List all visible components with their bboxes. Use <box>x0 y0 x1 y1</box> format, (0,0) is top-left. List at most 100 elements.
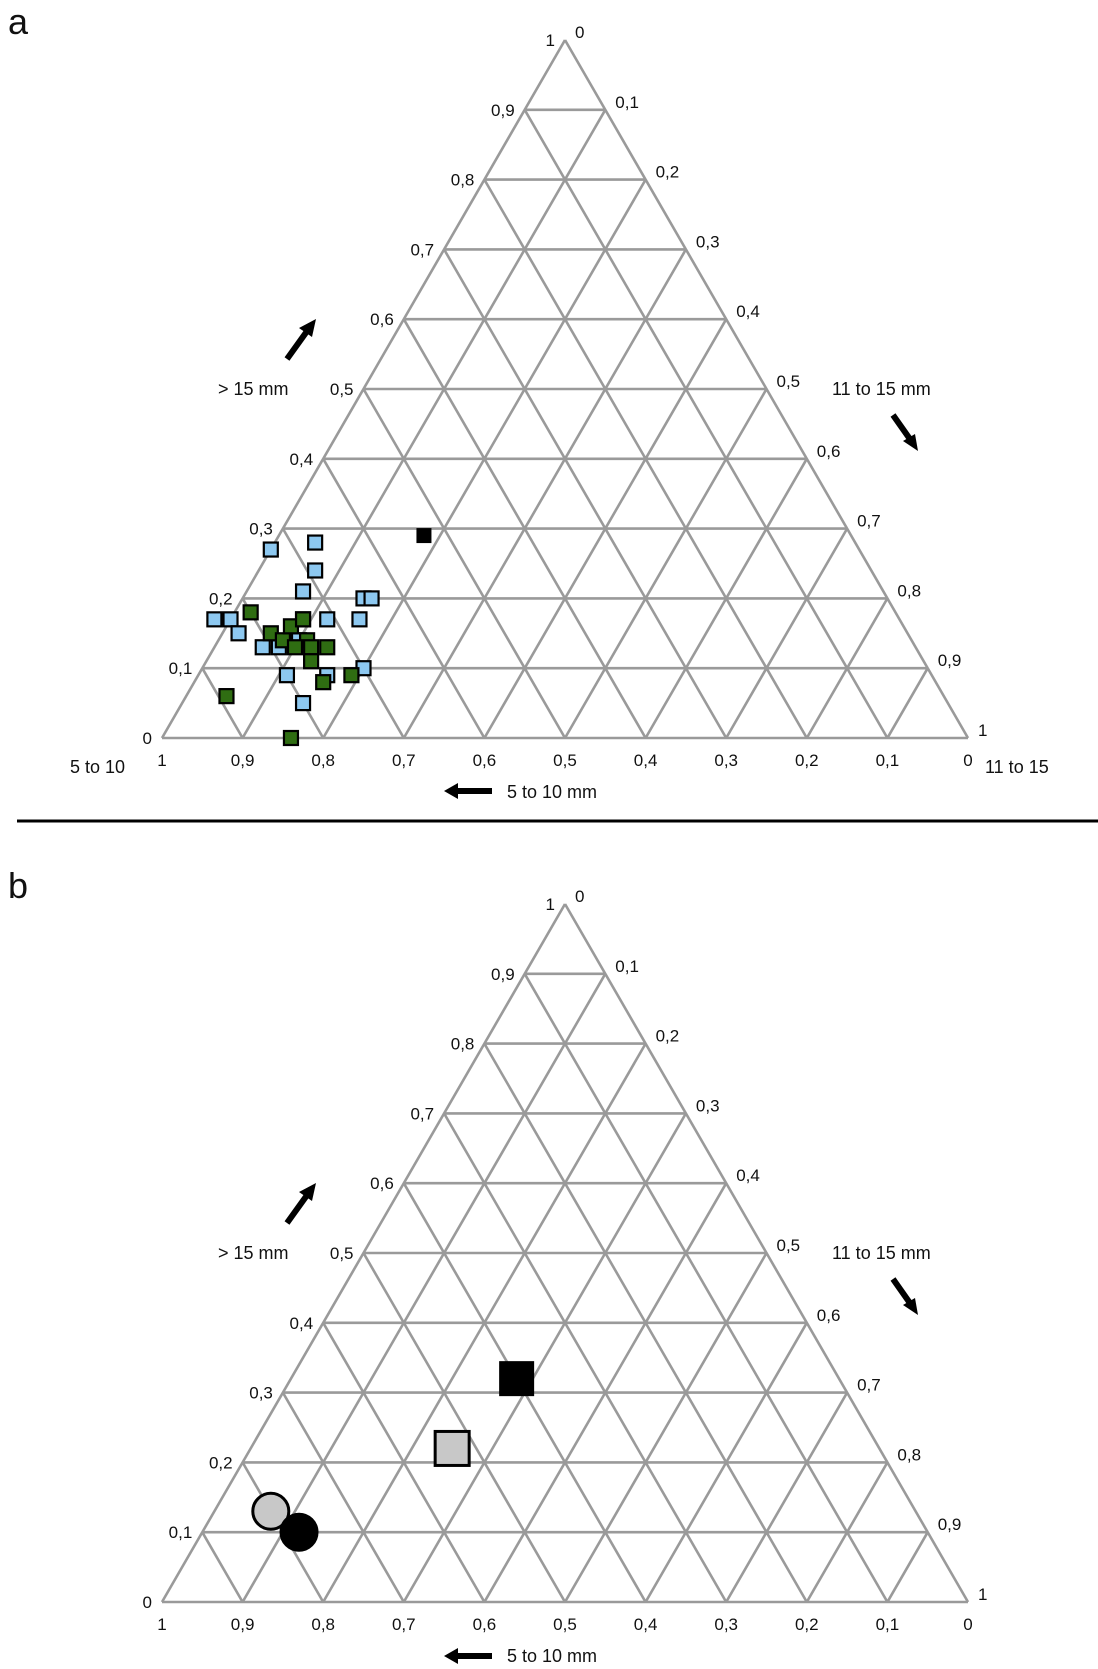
tick-labels: 1 0,9 0,8 0,7 0,6 0,5 0,4 0,3 0,2 0,1 0 0 0,1 0,2 0,3 0… <box>143 887 988 1634</box>
data-point <box>303 653 320 670</box>
right-tick-label: 0,9 <box>938 651 962 670</box>
data-point <box>254 639 271 656</box>
data-point <box>278 667 296 684</box>
data-point <box>499 1361 535 1397</box>
gridline <box>563 388 768 739</box>
bottom-tick-label: 0,5 <box>553 751 577 770</box>
gridline <box>886 667 929 739</box>
right-tick-label: 0,7 <box>857 512 881 531</box>
left-tick-label: 0 <box>143 729 152 748</box>
right-tick-label: 0,1 <box>615 93 639 112</box>
gridline <box>805 597 889 739</box>
gridline <box>523 109 889 739</box>
panel-a-bottom-left-corner-label: 5 to 10 <box>70 757 125 777</box>
panel-b-bottom-axis-label: 5 to 10 mm <box>507 1646 597 1666</box>
data-point <box>251 1491 291 1531</box>
left-tick-label: 0,5 <box>330 380 354 399</box>
tick-labels: 1 0,9 0,8 0,7 0,6 0,5 0,4 0,3 0,2 0,1 0 0 0,1 0,2 0,3 0… <box>143 23 988 770</box>
gridline <box>725 1391 849 1603</box>
data-point <box>294 694 312 712</box>
data-point <box>294 583 312 600</box>
right-tick-label: 0,5 <box>777 1236 801 1255</box>
bottom-tick-label: 0 <box>963 751 972 770</box>
data-point <box>351 611 368 628</box>
right-tick-label: 0,1 <box>615 957 639 976</box>
left-tick-label: 0,4 <box>290 450 314 469</box>
right-tick-label: 0,3 <box>696 1096 720 1115</box>
bottom-tick-label: 0,7 <box>392 751 416 770</box>
gridline <box>402 248 688 739</box>
data-point <box>279 1512 319 1552</box>
data-point <box>433 1429 471 1467</box>
data-point <box>242 604 259 621</box>
bottom-tick-label: 0,8 <box>311 1615 335 1634</box>
data-point <box>262 541 279 558</box>
right-tick-label: 0,5 <box>777 372 801 391</box>
bottom-tick-label: 0,4 <box>634 1615 658 1634</box>
right-tick-label: 0,8 <box>897 1445 921 1464</box>
data-point <box>294 611 312 628</box>
gridline <box>322 1322 486 1603</box>
panel-a-bottom-right-corner-label: 11 to 15 <box>985 757 1049 777</box>
data-point <box>206 611 223 628</box>
left-tick-label: 0,6 <box>370 310 394 329</box>
gridline <box>281 1391 405 1603</box>
panel-a-right-arrow-icon <box>890 413 918 451</box>
bottom-tick-label: 0,9 <box>231 1615 255 1634</box>
data-point <box>307 534 324 551</box>
data-points <box>251 1361 535 1552</box>
bottom-tick-label: 0,2 <box>795 751 819 770</box>
left-tick-label: 0,4 <box>290 1314 314 1333</box>
data-point <box>230 625 247 642</box>
panel-b-right-arrow-icon <box>890 1277 918 1315</box>
bottom-tick-label: 0,9 <box>231 751 255 770</box>
left-tick-label: 1 <box>546 31 555 50</box>
right-tick-label: 0,6 <box>817 1306 841 1325</box>
panel-b-left-axis-label: > 15 mm <box>218 1243 289 1263</box>
right-tick-label: 0,2 <box>656 163 680 182</box>
bottom-tick-label: 0,5 <box>553 1615 577 1634</box>
right-tick-label: 0 <box>575 887 584 906</box>
gridline <box>644 1322 808 1603</box>
bottom-tick-label: 1 <box>157 1615 166 1634</box>
panel-b-ternary-plot: 1 0,9 0,8 0,7 0,6 0,5 0,4 0,3 0,2 0,1 0 0 0,1 0,2 0,3 0… <box>143 887 988 1634</box>
panel-a-right-axis-label: 11 to 15 mm <box>832 379 931 399</box>
right-tick-label: 0,7 <box>857 1376 881 1395</box>
data-point <box>218 688 235 705</box>
right-tick-label: 0,3 <box>696 232 720 251</box>
gridline <box>805 1461 889 1603</box>
left-tick-label: 0,1 <box>169 1523 193 1542</box>
right-tick-label: 0,4 <box>736 302 760 321</box>
panel-a-label: a <box>8 1 29 42</box>
data-point <box>303 639 320 656</box>
bottom-tick-label: 0,6 <box>473 751 497 770</box>
data-point <box>416 528 432 544</box>
left-tick-label: 0,8 <box>451 1035 475 1054</box>
grid <box>160 903 970 1604</box>
panel-b-label: b <box>8 865 28 906</box>
panel-a-bottom-axis-label: 5 to 10 mm <box>507 782 597 802</box>
data-point <box>307 562 324 579</box>
gridline <box>402 1112 688 1603</box>
right-tick-label: 0 <box>575 23 584 42</box>
gridline <box>362 1252 567 1603</box>
gridline <box>241 973 607 1603</box>
data-point <box>363 590 380 607</box>
bottom-tick-label: 0,8 <box>311 751 335 770</box>
gridline <box>322 458 486 739</box>
left-tick-label: 0,5 <box>330 1244 354 1263</box>
data-point <box>343 667 360 684</box>
right-tick-label: 0,8 <box>897 581 921 600</box>
gridline <box>442 248 728 739</box>
bottom-tick-label: 0,2 <box>795 1615 819 1634</box>
panel-a-bottom-arrow-icon <box>444 783 492 799</box>
left-tick-label: 0,3 <box>249 520 273 539</box>
right-tick-label: 0,2 <box>656 1027 680 1046</box>
left-tick-label: 0,9 <box>491 101 515 120</box>
data-point <box>282 729 300 747</box>
panel-a-ternary-plot: 1 0,9 0,8 0,7 0,6 0,5 0,4 0,3 0,2 0,1 0 0 0,1 0,2 0,3 0… <box>143 23 988 770</box>
left-tick-label: 0,7 <box>410 240 434 259</box>
right-tick-label: 0,4 <box>736 1166 760 1185</box>
right-tick-label: 0,6 <box>817 442 841 461</box>
left-tick-label: 0,2 <box>209 589 233 608</box>
